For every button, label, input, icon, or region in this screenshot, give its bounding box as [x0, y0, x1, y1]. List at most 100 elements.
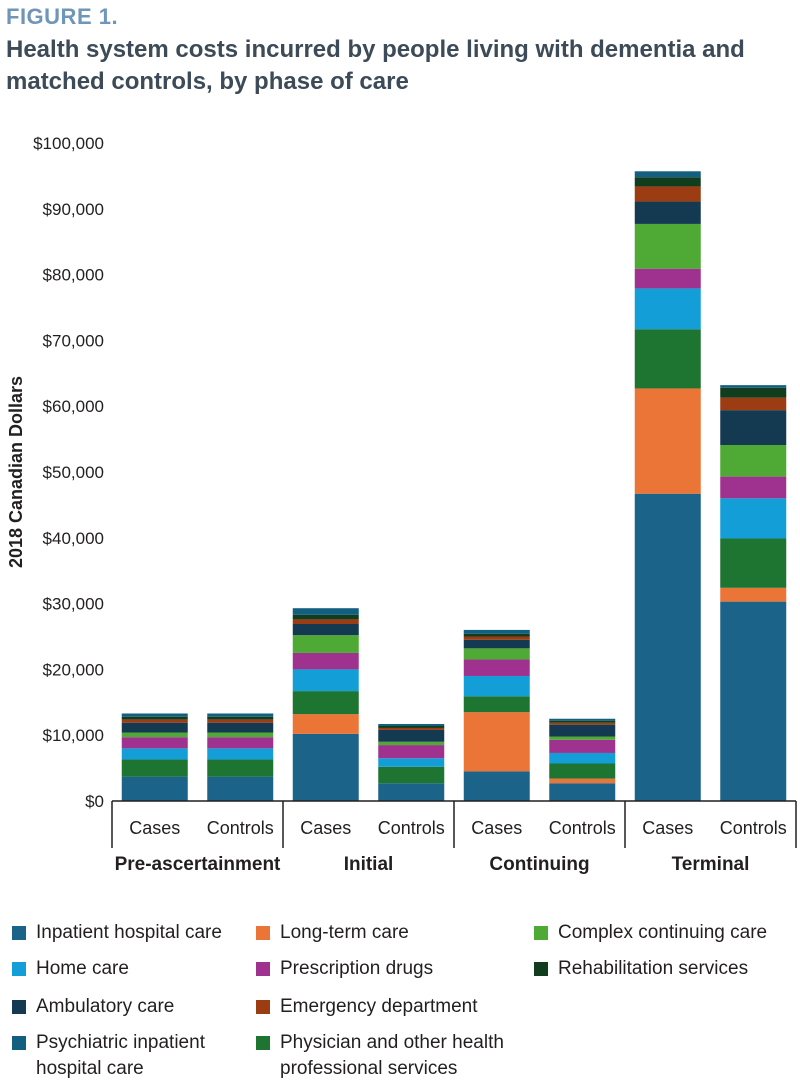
y-tick-label: $10,000: [43, 726, 104, 745]
legend-swatch: [256, 1000, 270, 1014]
bar-segment: [634, 329, 701, 389]
y-tick-label: $50,000: [43, 463, 104, 482]
bar-segment: [549, 739, 616, 753]
legend-label: Rehabilitation services: [558, 958, 749, 979]
y-tick-label: $100,000: [33, 134, 104, 153]
bar-segment: [463, 696, 530, 713]
x-category-label: Controls: [549, 818, 616, 838]
bar-segment: [207, 719, 274, 723]
figure-title: Health system costs incurred by people l…: [6, 36, 745, 95]
legend-item-rehabilitation: Rehabilitation services: [534, 956, 748, 982]
bar-segment: [463, 636, 530, 640]
legend-label: Ambulatory care: [36, 996, 175, 1017]
bar-segment: [121, 716, 188, 720]
bars: [121, 171, 787, 801]
bar-segment: [121, 713, 188, 717]
bar-segment: [634, 493, 701, 801]
bar-segment: [549, 722, 616, 725]
bar-segment: [634, 223, 701, 269]
bar-segment: [463, 712, 530, 772]
bar-segment: [207, 716, 274, 720]
bar-segment: [378, 741, 445, 746]
legend-item-psychiatric: Psychiatric inpatient hospital care: [12, 1030, 212, 1082]
bar-segment: [207, 776, 274, 801]
bar-segment: [207, 759, 274, 777]
y-tick-label: $70,000: [43, 331, 104, 350]
bar-segment: [292, 714, 359, 734]
legend-swatch: [534, 962, 548, 976]
legend-label: Prescription drugs: [280, 958, 434, 979]
bar-segment: [549, 724, 616, 737]
legend-swatch: [256, 1036, 270, 1050]
legend-item-prescription-drugs: Prescription drugs: [256, 956, 433, 982]
bar-segment: [720, 385, 787, 388]
legend-item-ambulatory-care: Ambulatory care: [12, 994, 174, 1020]
legend-item-long-term-care: Long-term care: [256, 920, 409, 946]
bar-segment: [634, 268, 701, 289]
y-tick-label: $60,000: [43, 397, 104, 416]
bar-segment: [463, 675, 530, 697]
bar-segment: [207, 722, 274, 733]
legend-item-inpatient: Inpatient hospital care: [12, 920, 222, 946]
bar-segment: [720, 476, 787, 499]
y-tick-label: $80,000: [43, 266, 104, 285]
legend-label: Physician and other health professional …: [280, 1032, 504, 1079]
bar-segment: [121, 732, 188, 738]
legend-label: Long-term care: [280, 922, 409, 943]
bar-segment: [463, 639, 530, 649]
bar-segment: [121, 748, 188, 760]
bar-segment: [549, 720, 616, 723]
bar-segment: [292, 619, 359, 624]
x-category-label: Cases: [129, 818, 180, 838]
x-category-label: Cases: [300, 818, 351, 838]
y-tick-label: $90,000: [43, 200, 104, 219]
bar-segment: [292, 652, 359, 670]
bar-segment: [378, 745, 445, 759]
bar-segment: [720, 445, 787, 477]
y-tick-label: $0: [85, 792, 104, 811]
figure-label: FIGURE 1.: [6, 4, 119, 29]
bar-segment: [634, 171, 701, 178]
bar-segment: [292, 733, 359, 801]
bar-segment: [378, 725, 445, 728]
bar-segment: [207, 737, 274, 749]
bar-segment: [463, 771, 530, 801]
bar-segment: [378, 758, 445, 767]
legend-swatch: [12, 1036, 26, 1050]
bar-segment: [549, 778, 616, 784]
y-tick-label: $20,000: [43, 660, 104, 679]
bar-segment: [634, 177, 701, 187]
y-tick-label: $30,000: [43, 595, 104, 614]
legend-swatch: [12, 1000, 26, 1014]
x-category-label: Controls: [378, 818, 445, 838]
x-category-label: Cases: [471, 818, 522, 838]
legend-item-physician: Physician and other health professional …: [256, 1030, 526, 1082]
legend-label: Inpatient hospital care: [36, 922, 222, 943]
legend-label: Home care: [36, 958, 129, 979]
x-category-label: Cases: [642, 818, 693, 838]
bar-segment: [549, 752, 616, 764]
bar-segment: [720, 601, 787, 801]
bar-segment: [121, 759, 188, 777]
bar-segment: [378, 783, 445, 801]
bar-segment: [292, 623, 359, 636]
y-axis-ticks: $0 $10,000 $20,000 $30,000 $40,000 $50,000 $60…: [33, 134, 104, 811]
bar-segment: [463, 648, 530, 660]
bar-segment: [634, 186, 701, 202]
bar-segment: [720, 397, 787, 411]
x-category-label: Controls: [207, 818, 274, 838]
legend-label: Complex continuing care: [558, 922, 768, 943]
bar-segment: [549, 718, 616, 721]
bar-segment: [549, 783, 616, 801]
legend-label: Emergency department: [280, 996, 478, 1017]
legend-item-home-care: Home care: [12, 956, 129, 982]
bar-segment: [292, 691, 359, 715]
bar-segment: [292, 614, 359, 620]
legend-swatch: [12, 926, 26, 940]
x-group-label: Continuing: [489, 854, 589, 875]
bar-segment: [463, 633, 530, 637]
bar-segment: [207, 713, 274, 717]
x-axis-labels: Cases Controls Pre-ascertainment Cases Contr…: [115, 818, 787, 875]
bar-segment: [549, 736, 616, 740]
bar-segment: [121, 722, 188, 733]
